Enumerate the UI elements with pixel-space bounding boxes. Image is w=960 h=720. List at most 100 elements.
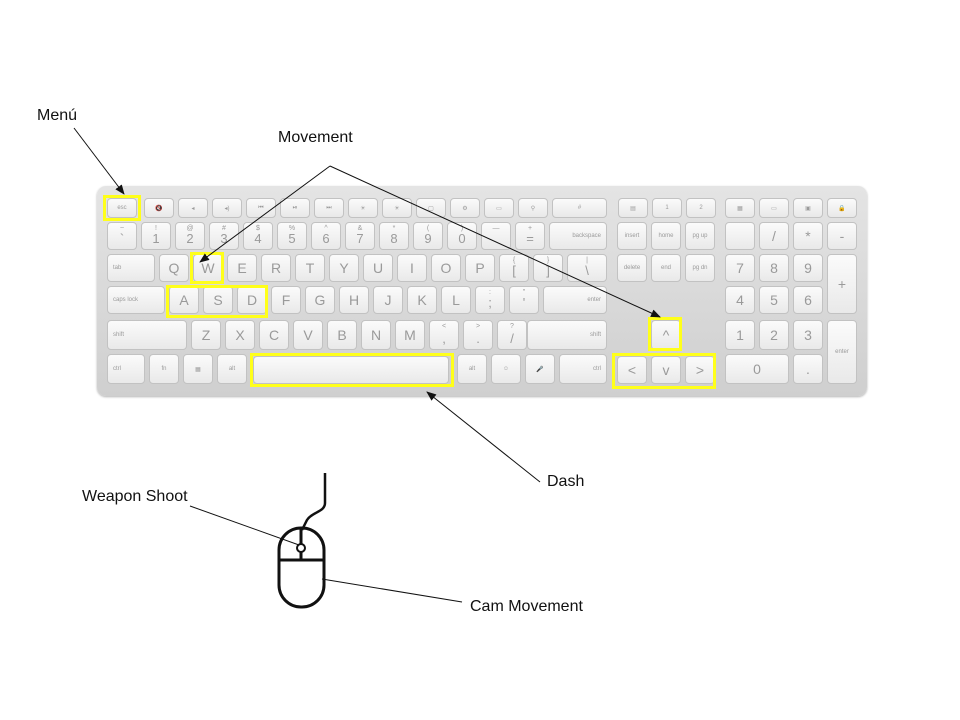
- key-y[interactable]: Y: [329, 254, 359, 282]
- key-delete[interactable]: delete: [617, 254, 647, 282]
- key-1[interactable]: ! 1: [141, 222, 171, 250]
- key-windows[interactable]: ▦: [183, 354, 213, 384]
- key-2[interactable]: @2: [175, 222, 205, 250]
- key-9[interactable]: (9: [413, 222, 443, 250]
- key-numpad-6[interactable]: 6: [793, 286, 823, 314]
- key-l[interactable]: L: [441, 286, 471, 314]
- key-numpad-7[interactable]: 7: [725, 254, 755, 282]
- key-h[interactable]: H: [339, 286, 369, 314]
- key-numpad-1[interactable]: 1: [725, 320, 755, 350]
- key-numpad-dot[interactable]: .: [793, 354, 823, 384]
- key-k[interactable]: K: [407, 286, 437, 314]
- key-insert[interactable]: insert: [617, 222, 647, 250]
- key-numpad-plus[interactable]: +: [827, 254, 857, 314]
- key-ctrl-left[interactable]: ctrl: [107, 354, 145, 384]
- key-numpad-5[interactable]: 5: [759, 286, 789, 314]
- key-f3[interactable]: ◂): [212, 198, 242, 218]
- key-i[interactable]: I: [397, 254, 427, 282]
- key-m[interactable]: M: [395, 320, 425, 350]
- key-tab[interactable]: tab: [107, 254, 155, 282]
- key-n[interactable]: N: [361, 320, 391, 350]
- key-equals[interactable]: + =: [515, 222, 545, 250]
- key-enter[interactable]: enter: [543, 286, 607, 314]
- key-r[interactable]: R: [261, 254, 291, 282]
- key-arrow-left[interactable]: <: [617, 356, 647, 384]
- key-v[interactable]: V: [293, 320, 323, 350]
- key-7[interactable]: & 7: [345, 222, 375, 250]
- key-period[interactable]: >.: [463, 320, 493, 350]
- key-hash[interactable]: #: [552, 198, 607, 218]
- key-end[interactable]: end: [651, 254, 681, 282]
- key-window[interactable]: ▭: [759, 198, 789, 218]
- key-semicolon[interactable]: :;: [475, 286, 505, 314]
- key-home[interactable]: home: [651, 222, 681, 250]
- key-q[interactable]: Q: [159, 254, 189, 282]
- key-f5[interactable]: ⏯: [280, 198, 310, 218]
- key-u[interactable]: U: [363, 254, 393, 282]
- key-s[interactable]: S: [203, 286, 233, 314]
- key-f6[interactable]: ⏭: [314, 198, 344, 218]
- key-f8[interactable]: ☀: [382, 198, 412, 218]
- key-arrow-right[interactable]: >: [685, 356, 715, 384]
- key-p[interactable]: P: [465, 254, 495, 282]
- key-space[interactable]: [253, 356, 449, 384]
- key-numpad-0[interactable]: 0: [725, 354, 789, 384]
- key-numpad-multiply[interactable]: *: [793, 222, 823, 250]
- key-6[interactable]: ^ 6: [311, 222, 341, 250]
- key-backtick[interactable]: ~ `: [107, 222, 137, 250]
- key-shift-left[interactable]: shift: [107, 320, 187, 350]
- key-minus[interactable]: —: [481, 222, 511, 250]
- key-8[interactable]: * 8: [379, 222, 409, 250]
- key-f-1[interactable]: 1: [652, 198, 682, 218]
- key-numpad-calc[interactable]: [725, 222, 755, 250]
- key-f-2[interactable]: 2: [686, 198, 716, 218]
- key-f1[interactable]: 🔇: [144, 198, 174, 218]
- key-numpad-enter[interactable]: enter: [827, 320, 857, 384]
- key-lbracket[interactable]: {[: [499, 254, 529, 282]
- key-f7[interactable]: ☀: [348, 198, 378, 218]
- key-b[interactable]: B: [327, 320, 357, 350]
- key-lock[interactable]: 🔒: [827, 198, 857, 218]
- key-alt-right[interactable]: alt: [457, 354, 487, 384]
- key-numpad-minus[interactable]: -: [827, 222, 857, 250]
- key-numpad-4[interactable]: 4: [725, 286, 755, 314]
- key-f2[interactable]: ◂: [178, 198, 208, 218]
- key-c[interactable]: C: [259, 320, 289, 350]
- key-quote[interactable]: " ': [509, 286, 539, 314]
- key-chat[interactable]: ▣: [793, 198, 823, 218]
- key-ctrl-right[interactable]: ctrl: [559, 354, 607, 384]
- key-rbracket[interactable]: }]: [533, 254, 563, 282]
- key-slash[interactable]: ? /: [497, 320, 527, 350]
- key-a[interactable]: A: [169, 286, 199, 314]
- key-alt-left[interactable]: alt: [217, 354, 247, 384]
- key-f9[interactable]: ▢: [416, 198, 446, 218]
- key-pgup[interactable]: pg up: [685, 222, 715, 250]
- key-capslock[interactable]: caps lock: [107, 286, 165, 314]
- key-print[interactable]: ▤: [618, 198, 648, 218]
- key-backspace[interactable]: backspace: [549, 222, 607, 250]
- key-numpad-8[interactable]: 8: [759, 254, 789, 282]
- key-calc[interactable]: ▦: [725, 198, 755, 218]
- key-shift-right[interactable]: shift: [527, 320, 607, 350]
- key-pgdn[interactable]: pg dn: [685, 254, 715, 282]
- key-f[interactable]: F: [271, 286, 301, 314]
- key-numpad-2[interactable]: 2: [759, 320, 789, 350]
- key-emoji[interactable]: ☺: [491, 354, 521, 384]
- key-5[interactable]: % 5: [277, 222, 307, 250]
- key-j[interactable]: J: [373, 286, 403, 314]
- key-numpad-divide[interactable]: /: [759, 222, 789, 250]
- key-f10[interactable]: ⚙: [450, 198, 480, 218]
- key-mic[interactable]: 🎤: [525, 354, 555, 384]
- key-g[interactable]: G: [305, 286, 335, 314]
- key-z[interactable]: Z: [191, 320, 221, 350]
- key-comma[interactable]: <,: [429, 320, 459, 350]
- key-f12[interactable]: ⚲: [518, 198, 548, 218]
- key-e[interactable]: E: [227, 254, 257, 282]
- key-x[interactable]: X: [225, 320, 255, 350]
- key-numpad-3[interactable]: 3: [793, 320, 823, 350]
- key-f11[interactable]: ▭: [484, 198, 514, 218]
- key-o[interactable]: O: [431, 254, 461, 282]
- key-numpad-9[interactable]: 9: [793, 254, 823, 282]
- key-esc[interactable]: esc: [107, 198, 137, 218]
- key-arrow-down[interactable]: v: [651, 356, 681, 384]
